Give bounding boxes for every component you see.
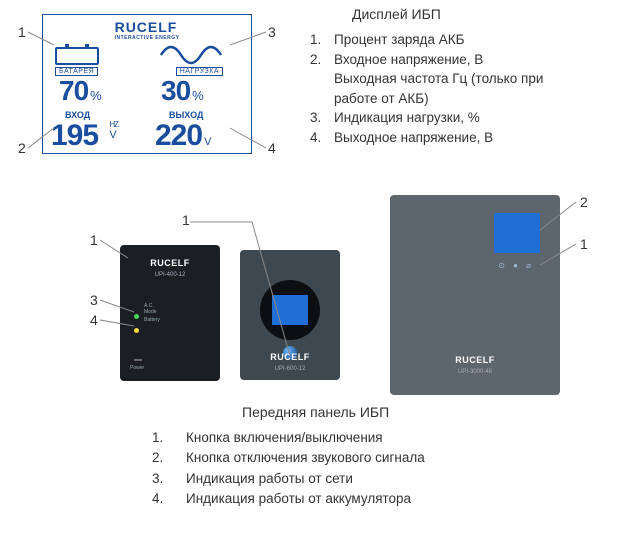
load-percent: 30% <box>161 75 203 107</box>
hz-unit: HZ <box>109 121 118 129</box>
battery-led-icon <box>134 328 139 333</box>
panel-legend-text: Кнопка включения/выключения <box>186 428 383 448</box>
load-percent-value: 30 <box>161 75 190 106</box>
ups-device-medium: RUCELF UPI-600-12 <box>240 250 340 380</box>
callout-display-4: 4 <box>268 140 276 156</box>
device2-model: UPI-600-12 <box>240 366 340 372</box>
brand-text: RUCELF <box>115 19 178 35</box>
output-value: 220 <box>155 119 202 152</box>
legend-text: Выходная частота Гц (только при <box>334 69 543 89</box>
callout-display-3: 3 <box>268 24 276 40</box>
brand-subtext: INTERACTIVE ENERGY <box>115 35 180 41</box>
panel-legend-text: Индикация работы от сети <box>186 469 353 489</box>
legend-num <box>310 89 334 109</box>
device3-model: UPI-3000-48 <box>390 369 560 375</box>
ups-display-panel: RUCELF INTERACTIVE ENERGY БАТАРЕЯ НАГРУЗ… <box>42 14 252 154</box>
device3-screen <box>494 213 540 253</box>
legend-text: работе от АКБ) <box>334 89 429 109</box>
output-value-block: 220V <box>155 119 210 153</box>
panel-legend-text: Индикация работы от аккумулятора <box>186 489 411 509</box>
charge-percent-value: 70 <box>59 75 88 106</box>
device1-indicator-column: A.C. Mode Battery <box>134 305 139 342</box>
display-legend-list: 1.Процент заряда АКБ 2.Входное напряжени… <box>310 30 543 147</box>
callout-display-2: 2 <box>18 140 26 156</box>
ups-device-small: RUCELF UPI-400-12 A.C. Mode Battery Powe… <box>120 245 220 381</box>
legend-text: Выходное напряжение, В <box>334 128 493 148</box>
device1-brand: RUCELF <box>150 258 190 268</box>
panel-legend-text: Кнопка отключения звукового сигнала <box>186 448 425 468</box>
callout-display-1: 1 <box>18 24 26 40</box>
callout-dev1-3: 3 <box>90 292 98 308</box>
device1-power-button[interactable] <box>134 359 142 361</box>
front-panel-title: Передняя панель ИБП <box>242 404 389 420</box>
v-unit-in: V <box>109 129 118 142</box>
legend-num: 4. <box>310 128 334 148</box>
legend-num: 2. <box>310 50 334 70</box>
callout-dev1-1: 1 <box>90 232 98 248</box>
ac-mode-label: A.C. Mode <box>144 303 157 315</box>
percent-unit-2: % <box>192 88 203 103</box>
display-brand: RUCELF INTERACTIVE ENERGY <box>115 19 180 41</box>
input-value-block: 195 HZ V <box>51 119 118 153</box>
callout-dev1-4: 4 <box>90 312 98 328</box>
sine-wave-icon <box>159 43 229 67</box>
panel-legend-num: 3. <box>152 469 186 489</box>
percent-unit: % <box>90 88 101 103</box>
panel-legend-num: 1. <box>152 428 186 448</box>
device2-screen-bezel <box>260 280 320 340</box>
battery-mode-label: Battery <box>144 317 160 323</box>
device3-control-icons[interactable]: ⊙ ● ⌀ <box>498 261 534 270</box>
display-section-title: Дисплей ИБП <box>352 6 441 22</box>
input-value: 195 <box>51 119 98 152</box>
device1-power-label: Power <box>130 365 144 371</box>
legend-num: 1. <box>310 30 334 50</box>
callout-dev2-1: 1 <box>182 212 190 228</box>
v-unit-out: V <box>204 136 210 148</box>
ups-device-large: ⊙ ● ⌀ RUCELF UPI-3000-48 <box>390 195 560 395</box>
callout-dev3-2: 2 <box>580 194 588 210</box>
legend-text: Входное напряжение, В <box>334 50 483 70</box>
panel-legend-num: 4. <box>152 489 186 509</box>
charge-percent: 70% <box>59 75 101 107</box>
battery-icon <box>55 47 99 65</box>
panel-legend-num: 2. <box>152 448 186 468</box>
legend-text: Процент заряда АКБ <box>334 30 464 50</box>
device1-model: UPI-400-12 <box>120 272 220 278</box>
ac-mode-led-icon <box>134 314 139 319</box>
legend-num <box>310 69 334 89</box>
device2-screen <box>272 295 308 325</box>
front-panel-legend-list: 1.Кнопка включения/выключения 2.Кнопка о… <box>152 428 425 509</box>
legend-text: Индикация нагрузки, % <box>334 108 480 128</box>
callout-dev3-1: 1 <box>580 236 588 252</box>
device2-brand: RUCELF <box>270 352 310 362</box>
legend-num: 3. <box>310 108 334 128</box>
device3-brand: RUCELF <box>455 355 495 365</box>
